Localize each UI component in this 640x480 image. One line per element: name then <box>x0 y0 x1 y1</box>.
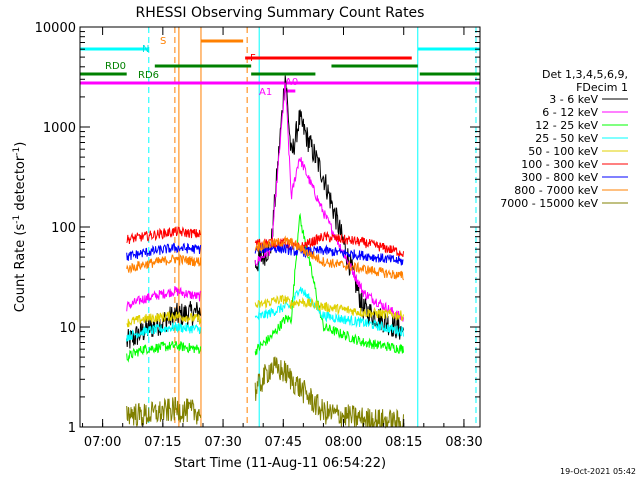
y-tick-label-3: 1000 <box>43 121 76 136</box>
generated-timestamp: 19-Oct-2021 05:42 <box>560 467 636 476</box>
series-1-line-0 <box>126 286 202 312</box>
legend-label-7: 800 - 7000 keV <box>514 184 598 197</box>
x-tick-label-4: 08:00 <box>325 435 362 450</box>
y-axis-label-sup1: -1 <box>12 215 22 224</box>
annotation-a1: A1 <box>259 87 272 98</box>
annotation-n: N <box>142 44 149 55</box>
legend-label-6: 300 - 800 keV <box>521 171 598 184</box>
y-tick-label-0: 1 <box>68 421 76 436</box>
series-3-line-0 <box>126 322 202 342</box>
y-axis-label-mid: detector <box>13 155 28 215</box>
x-axis-label: Start Time (11-Aug-11 06:54:22) <box>174 456 386 471</box>
y-axis-label-main: Count Rate (s <box>13 224 28 313</box>
y-tick-label-2: 100 <box>51 221 76 236</box>
x-tick-label-6: 08:30 <box>445 435 482 450</box>
series-2-line-0 <box>126 340 202 363</box>
legend-label-8: 7000 - 15000 keV <box>500 197 598 210</box>
y-axis: 1 10 100 1000 10000 <box>35 21 480 436</box>
series-2-line-1 <box>254 212 404 356</box>
series-8-line-0 <box>126 397 202 428</box>
series-3-line-1 <box>254 286 404 338</box>
series-4-line-1 <box>254 294 404 322</box>
series-7-line-0 <box>126 254 202 274</box>
annotation-f: F <box>250 53 256 64</box>
series-4-line-0 <box>126 311 202 328</box>
legend-header-0: Det 1,3,4,5,6,9, <box>542 68 628 81</box>
legend-label-4: 50 - 100 keV <box>528 145 598 158</box>
x-tick-label-5: 08:15 <box>385 435 422 450</box>
legend-label-2: 12 - 25 keV <box>535 119 598 132</box>
series-6-line-0 <box>126 242 202 261</box>
x-tick-label-0: 07:00 <box>84 435 121 450</box>
annotation-rd0: RD0 <box>105 61 126 72</box>
annotation-a0: A0 <box>285 77 298 88</box>
series-8-line-1 <box>254 356 404 429</box>
chart-title: RHESSI Observing Summary Count Rates <box>136 5 425 21</box>
y-axis-label-sup2: -1 <box>12 147 22 156</box>
x-axis: 07:00 07:15 07:30 07:45 08:00 08:15 08:30 <box>82 27 483 450</box>
x-tick-label-2: 07:30 <box>204 435 241 450</box>
series-6-line-1 <box>254 243 404 266</box>
y-tick-label-1: 10 <box>59 321 76 336</box>
legend-label-5: 100 - 300 keV <box>521 158 598 171</box>
y-axis-label: Count Rate (s-1 detector-1) <box>12 142 28 313</box>
legend-label-3: 25 - 50 keV <box>535 132 598 145</box>
legend-header-1: FDecim 1 <box>576 81 628 94</box>
x-tick-label-3: 07:45 <box>265 435 302 450</box>
annotation-rd6: RD6 <box>138 70 159 81</box>
x-tick-label-1: 07:15 <box>144 435 181 450</box>
y-axis-label-end: ) <box>13 142 28 147</box>
series-1-line-1 <box>254 82 404 322</box>
annotation-s: S <box>160 36 166 47</box>
y-tick-label-4: 10000 <box>35 21 76 36</box>
series-7-line-1 <box>254 235 404 281</box>
legend-label-1: 6 - 12 keV <box>542 106 598 119</box>
legend-label-0: 3 - 6 keV <box>549 93 598 106</box>
series-5-line-0 <box>126 226 202 245</box>
